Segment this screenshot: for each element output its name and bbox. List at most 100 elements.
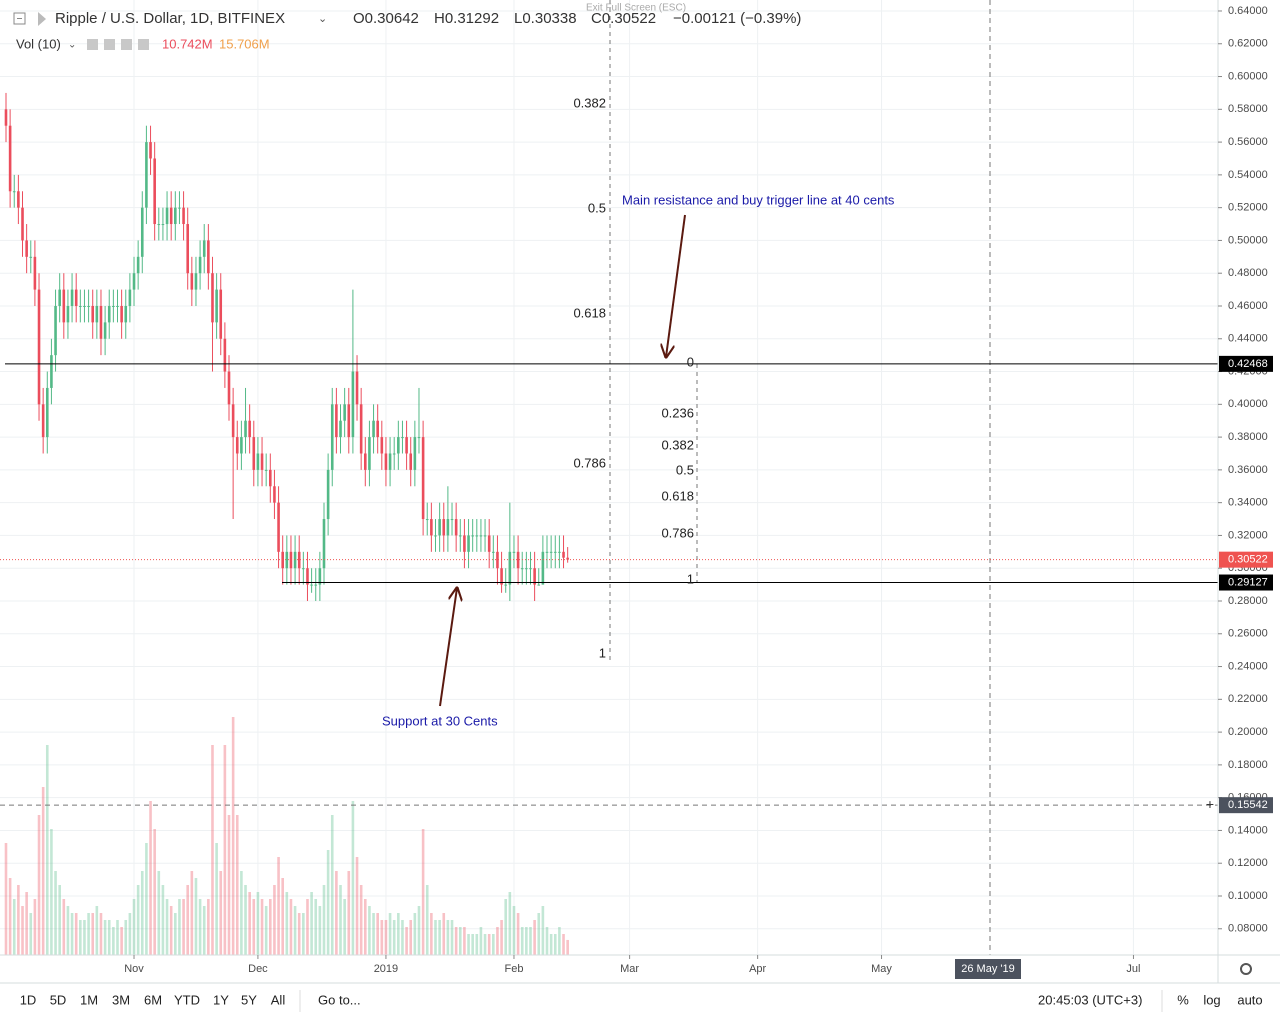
- candle-body: [83, 305, 86, 307]
- volume-bar: [380, 920, 384, 955]
- candle-body: [174, 207, 177, 225]
- candle-body: [140, 207, 144, 257]
- scale-option[interactable]: log: [1203, 992, 1220, 1007]
- y-tick-label: 0.26000: [1228, 628, 1268, 640]
- icon[interactable]: [138, 39, 149, 50]
- dropdown-caret[interactable]: ⌄: [68, 40, 76, 51]
- candle-body: [252, 437, 256, 470]
- y-tick-label: 0.56000: [1228, 136, 1268, 148]
- volume-bar: [475, 934, 479, 955]
- candle-body: [496, 551, 499, 569]
- volume-bar: [351, 801, 355, 955]
- volume-bar: [421, 829, 425, 955]
- exit-fullscreen[interactable]: Exit Full Screen (ESC): [586, 3, 686, 14]
- annotation: Main resistance and buy trigger line at …: [622, 192, 895, 207]
- volume-bar: [401, 920, 404, 955]
- volume-bar: [322, 885, 326, 955]
- candle-body: [248, 420, 251, 438]
- volume-bar: [471, 934, 474, 955]
- y-tick-label: 0.48000: [1228, 267, 1268, 279]
- range-button[interactable]: All: [271, 992, 286, 1007]
- volume-bar: [273, 885, 276, 955]
- volume-bar: [132, 899, 136, 955]
- icon[interactable]: [121, 39, 132, 50]
- volume-bar: [198, 899, 202, 955]
- range-button[interactable]: 5Y: [241, 992, 257, 1007]
- y-tick-label: 0.28000: [1228, 595, 1268, 607]
- candle-body: [58, 289, 61, 306]
- scale-option[interactable]: auto: [1237, 992, 1262, 1007]
- volume-bar: [281, 878, 284, 955]
- y-tick-label: 0.34000: [1228, 497, 1268, 509]
- candle-body: [302, 568, 305, 570]
- volume-bar: [70, 913, 74, 955]
- candle-body: [335, 404, 338, 438]
- candle-body: [145, 142, 148, 208]
- range-button[interactable]: YTD: [174, 992, 200, 1007]
- volume-bar: [558, 927, 561, 955]
- range-button[interactable]: 1M: [80, 992, 98, 1007]
- ohlc-open: O0.30642: [353, 10, 419, 27]
- volume-bar: [25, 892, 28, 955]
- candle-body: [483, 535, 487, 537]
- volume-bar: [372, 913, 375, 955]
- candle-body: [409, 453, 413, 470]
- fib-level: 0.236: [661, 405, 694, 420]
- y-tick-label: 0.40000: [1228, 398, 1268, 410]
- volume-bar: [231, 717, 235, 955]
- collapse-icon[interactable]: [13, 12, 26, 25]
- y-tick-label: 0.18000: [1228, 759, 1268, 771]
- range-button[interactable]: 1Y: [213, 992, 229, 1007]
- dropdown-caret[interactable]: ⌄: [318, 13, 327, 25]
- volume-bar: [376, 913, 379, 955]
- y-tick-label: 0.22000: [1228, 693, 1268, 705]
- grid: [0, 0, 1218, 955]
- candle-body: [520, 568, 524, 570]
- volume-bar: [525, 927, 528, 955]
- volume-bar: [504, 899, 508, 955]
- range-button[interactable]: 6M: [144, 992, 162, 1007]
- range-button[interactable]: 3M: [112, 992, 130, 1007]
- candle-body: [421, 437, 425, 520]
- fib-level: 0.618: [573, 305, 606, 320]
- settings-icon[interactable]: [1240, 963, 1252, 975]
- volume-bar: [248, 892, 251, 955]
- candle-body: [240, 437, 243, 454]
- volume-bar: [343, 899, 346, 955]
- volume-bar: [120, 927, 123, 955]
- range-button[interactable]: 5D: [50, 992, 67, 1007]
- volume-bar: [178, 899, 181, 955]
- candle-body: [372, 420, 375, 438]
- icon[interactable]: [104, 39, 115, 50]
- volume-bar: [553, 934, 557, 955]
- fib-level: 0.786: [661, 525, 694, 540]
- volume-bar: [116, 920, 119, 955]
- price-label-box: [1219, 574, 1273, 591]
- scale-option[interactable]: %: [1177, 992, 1189, 1007]
- fib-level: 0: [687, 354, 694, 369]
- candle-body: [178, 207, 181, 209]
- volume-bar: [17, 885, 20, 955]
- candle-body: [107, 305, 111, 323]
- candle-body: [223, 338, 227, 372]
- candle-body: [91, 305, 95, 323]
- volume-bar: [215, 843, 218, 955]
- volume-bar: [21, 906, 24, 955]
- volume-bar: [409, 920, 413, 955]
- range-button[interactable]: 1D: [20, 992, 37, 1007]
- candle-body: [479, 535, 483, 537]
- volume-bar: [368, 906, 371, 955]
- candle-body: [37, 289, 41, 405]
- gear[interactable]: [1240, 963, 1252, 975]
- icon[interactable]: [87, 39, 98, 50]
- candle-body: [401, 437, 404, 439]
- toolbar: [0, 984, 1280, 1024]
- goto-button[interactable]: Go to...: [318, 992, 361, 1007]
- volume-bar: [285, 892, 289, 955]
- candle-body: [450, 519, 454, 521]
- fib-level: 0.618: [661, 488, 694, 503]
- volume-bar: [467, 934, 470, 955]
- candle-body: [33, 256, 37, 290]
- volume-bar: [33, 899, 37, 955]
- volume-bar: [413, 913, 417, 955]
